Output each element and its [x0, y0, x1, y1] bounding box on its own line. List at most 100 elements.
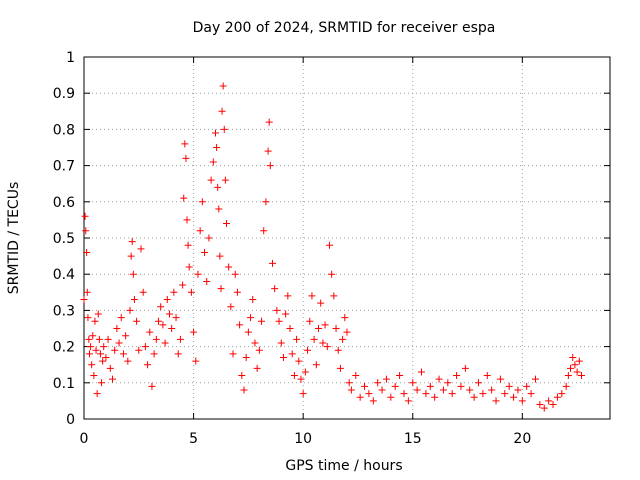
data-point [244, 328, 252, 336]
data-point [308, 292, 316, 300]
data-point [157, 303, 165, 311]
data-point [453, 372, 461, 380]
data-point [295, 357, 303, 365]
data-point [323, 343, 331, 351]
data-point [264, 147, 272, 155]
data-point [183, 216, 191, 224]
data-point [461, 364, 469, 372]
data-point [139, 288, 147, 296]
data-point [126, 306, 134, 314]
data-point [95, 335, 103, 343]
data-point [290, 372, 298, 380]
data-point [163, 296, 171, 304]
data-point [369, 397, 377, 405]
data-point [222, 220, 230, 228]
data-point [207, 176, 215, 184]
data-point [518, 397, 526, 405]
data-point [536, 401, 544, 409]
data-point [172, 314, 180, 322]
y-tick-label: 0.8 [53, 122, 75, 138]
data-point [288, 350, 296, 358]
data-point [219, 82, 227, 90]
data-point [282, 310, 290, 318]
data-point [196, 227, 204, 235]
data-point [212, 129, 219, 137]
data-point [435, 375, 443, 383]
y-axis-label: SRMTID / TECUs [6, 182, 22, 295]
data-point [240, 386, 248, 394]
data-point [184, 241, 192, 249]
data-point [501, 390, 509, 398]
data-point [159, 321, 167, 329]
data-point [567, 364, 575, 372]
data-point [470, 393, 478, 401]
data-point [332, 325, 340, 332]
data-points [80, 82, 586, 412]
data-point [185, 263, 193, 271]
plot-frame [83, 56, 611, 420]
data-point [310, 335, 318, 343]
data-point [279, 353, 287, 361]
data-point [301, 368, 309, 376]
data-point [496, 375, 504, 383]
data-point [492, 397, 500, 405]
data-point [293, 335, 301, 343]
data-point [133, 317, 141, 325]
data-point [168, 325, 176, 332]
data-point [176, 335, 184, 343]
data-point [106, 364, 114, 372]
data-point [88, 361, 96, 369]
data-point [89, 332, 97, 340]
data-point [345, 379, 353, 387]
data-point [319, 339, 327, 347]
data-point [81, 212, 89, 220]
y-tick-label: 0.7 [53, 159, 75, 175]
data-point [247, 314, 255, 322]
data-point [564, 372, 572, 380]
data-point [194, 270, 202, 278]
data-point [479, 390, 487, 398]
data-point [165, 310, 173, 318]
y-tick-label: 1 [66, 50, 75, 66]
data-point [299, 390, 307, 398]
data-point [192, 357, 200, 365]
data-point [304, 346, 312, 354]
data-point [83, 288, 91, 296]
data-point [251, 339, 259, 347]
data-point [225, 263, 233, 271]
data-point [148, 382, 156, 390]
data-point [111, 346, 119, 354]
data-point [220, 125, 228, 133]
data-point [277, 339, 285, 347]
data-point [221, 176, 229, 184]
data-point [268, 259, 276, 267]
data-point [100, 343, 108, 351]
data-point [271, 285, 279, 293]
data-point [341, 314, 349, 322]
data-point [141, 343, 149, 351]
data-point [573, 368, 581, 376]
data-point [96, 350, 104, 358]
data-point [361, 382, 369, 390]
data-point [483, 372, 491, 380]
data-point [129, 270, 137, 278]
data-point [217, 285, 225, 293]
data-point [505, 382, 513, 390]
data-point [562, 382, 570, 390]
y-tick-label: 0.9 [53, 86, 75, 102]
data-point [325, 241, 333, 249]
data-point [218, 107, 226, 115]
data-point [297, 375, 305, 383]
x-tick-label: 5 [189, 431, 198, 447]
data-point [400, 390, 408, 398]
data-point [174, 350, 182, 358]
data-point [523, 382, 531, 390]
data-point [155, 317, 163, 325]
data-point [466, 386, 474, 394]
data-point [409, 379, 417, 387]
data-point [203, 277, 211, 285]
data-point [265, 118, 273, 126]
data-point [135, 346, 143, 354]
data-point [475, 379, 482, 387]
data-point [540, 404, 548, 412]
